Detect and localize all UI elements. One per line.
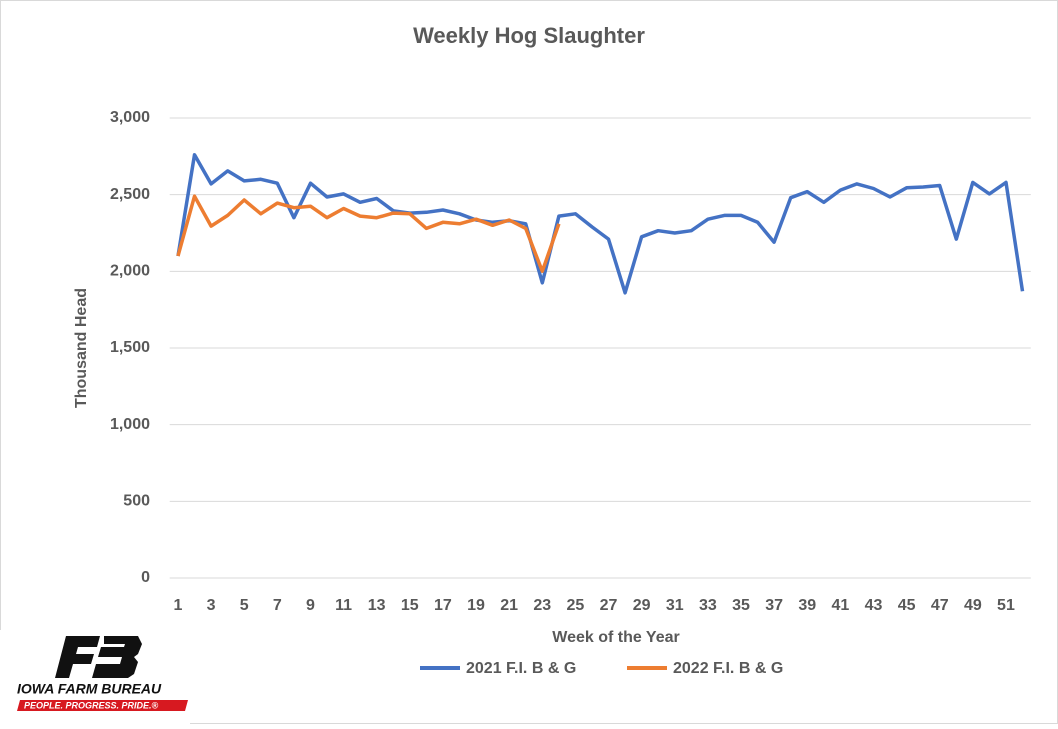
x-tick-label: 51 bbox=[997, 597, 1015, 614]
x-tick-label: 27 bbox=[600, 597, 618, 614]
x-tick-label: 5 bbox=[240, 597, 249, 614]
y-tick-label: 0 bbox=[141, 569, 150, 586]
y-tick-label: 500 bbox=[123, 493, 150, 510]
x-tick-label: 1 bbox=[174, 597, 183, 614]
y-tick-label: 1,000 bbox=[110, 416, 150, 433]
x-tick-label: 3 bbox=[207, 597, 216, 614]
logo-tagline: PEOPLE. PROGRESS. PRIDE.® bbox=[24, 700, 159, 710]
logo-b bbox=[92, 636, 142, 678]
y-tick-label: 2,000 bbox=[110, 263, 150, 280]
x-tick-label: 39 bbox=[798, 597, 816, 614]
chart-title: Weekly Hog Slaughter bbox=[413, 23, 645, 48]
logo-name: IOWA FARM BUREAU bbox=[17, 681, 162, 697]
y-axis-label: Thousand Head bbox=[73, 288, 90, 408]
x-tick-label: 13 bbox=[368, 597, 386, 614]
x-tick-label: 31 bbox=[666, 597, 684, 614]
x-tick-label: 11 bbox=[335, 597, 352, 614]
x-tick-label: 17 bbox=[434, 597, 452, 614]
x-tick-label: 43 bbox=[865, 597, 883, 614]
logo-bar bbox=[17, 700, 188, 711]
x-tick-label: 49 bbox=[964, 597, 982, 614]
x-tick-label: 33 bbox=[699, 597, 717, 614]
x-tick-label: 9 bbox=[306, 597, 315, 614]
x-tick-label: 23 bbox=[533, 597, 551, 614]
x-tick-label: 37 bbox=[765, 597, 783, 614]
series-line bbox=[176, 153, 1025, 295]
x-tick-label: 47 bbox=[931, 597, 949, 614]
logo: IOWA FARM BUREAU PEOPLE. PROGRESS. PRIDE… bbox=[0, 630, 190, 724]
logo-f bbox=[55, 636, 100, 678]
x-tick-label: 41 bbox=[831, 597, 849, 614]
series-line bbox=[176, 194, 561, 274]
x-tick-label: 21 bbox=[500, 597, 518, 614]
x-tick-label: 19 bbox=[467, 597, 485, 614]
y-tick-label: 2,500 bbox=[110, 186, 150, 203]
x-tick-label: 25 bbox=[567, 597, 585, 614]
legend-label: 2021 F.I. B & G bbox=[466, 660, 576, 677]
x-tick-label: 7 bbox=[273, 597, 282, 614]
y-tick-label: 3,000 bbox=[110, 109, 150, 126]
x-tick-label: 29 bbox=[633, 597, 651, 614]
x-tick-label: 45 bbox=[898, 597, 916, 614]
x-axis-label: Week of the Year bbox=[552, 629, 679, 646]
y-tick-label: 1,500 bbox=[110, 339, 150, 356]
x-tick-label: 15 bbox=[401, 597, 419, 614]
legend-label: 2022 F.I. B & G bbox=[673, 660, 783, 677]
x-tick-label: 35 bbox=[732, 597, 750, 614]
